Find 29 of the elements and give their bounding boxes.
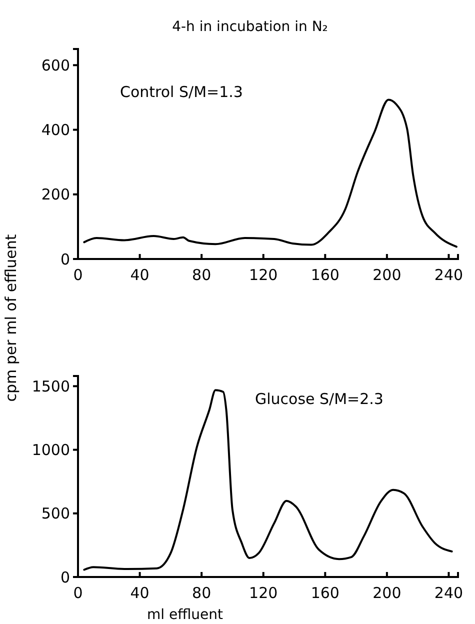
x-tick-label: 240 — [434, 584, 464, 602]
y-tick-label: 0 — [60, 250, 70, 268]
x-tick-label: 200 — [372, 266, 402, 284]
x-tick-label: 160 — [310, 266, 340, 284]
x-tick-label: 40 — [130, 266, 150, 284]
y-tick-label: 600 — [41, 56, 70, 74]
annotation: Control S/M=1.3 — [120, 83, 243, 101]
x-tick-label: 0 — [73, 584, 83, 602]
x-tick-label: 120 — [249, 266, 278, 284]
y-tick-label: 1000 — [32, 441, 70, 460]
y-tick-label: 500 — [41, 504, 70, 523]
x-axis-title: ml effluent — [147, 607, 224, 623]
y-tick-label: 400 — [41, 121, 70, 140]
x-tick-label: 40 — [130, 584, 150, 602]
annotation: Glucose S/M=2.3 — [255, 390, 384, 408]
y-tick-label: 1500 — [32, 377, 70, 396]
x-tick-label: 240 — [434, 266, 464, 284]
y-tick-label: 0 — [60, 568, 70, 586]
y-axis-title: cpm per ml of effluent — [2, 234, 20, 402]
y-tick-label: 200 — [41, 186, 70, 204]
x-tick-label: 0 — [73, 266, 83, 284]
x-tick-label: 200 — [372, 584, 402, 602]
chart-title: 4-h in incubation in N₂ — [172, 19, 328, 35]
x-tick-label: 120 — [249, 584, 278, 602]
x-tick-label: 80 — [192, 584, 212, 602]
x-tick-label: 160 — [310, 584, 340, 602]
x-tick-label: 80 — [192, 266, 212, 284]
line-series — [83, 389, 453, 571]
line-series — [83, 98, 458, 248]
